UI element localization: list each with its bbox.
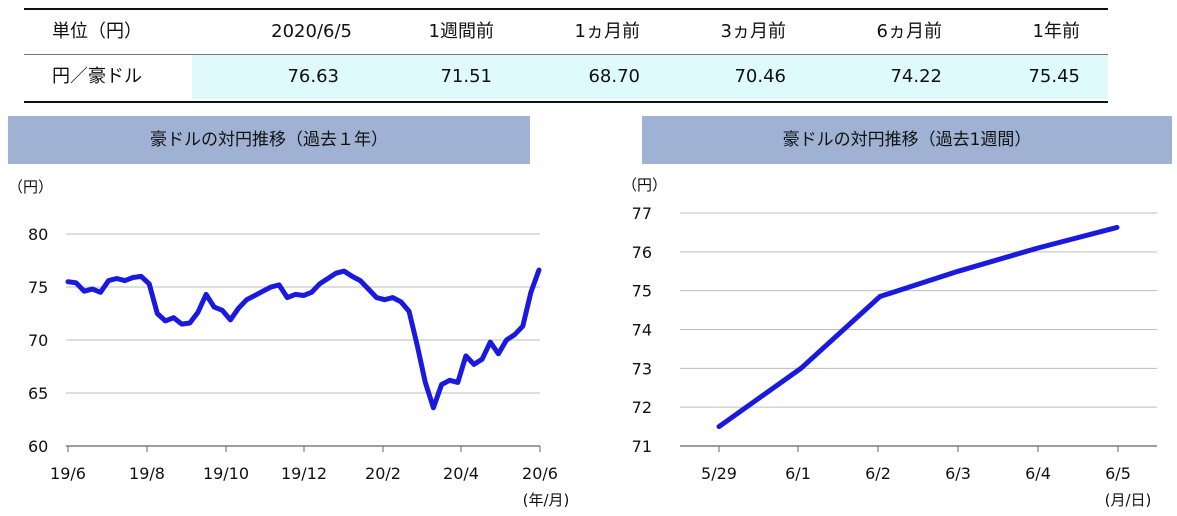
x-tick-label: 6/5 [1105, 464, 1131, 483]
rate-table-header: 単位（円） 2020/6/5 1週間前 1ヵ月前 3ヵ月前 6ヵ月前 1年前 [24, 10, 1108, 55]
x-tick-label: 20/4 [443, 464, 479, 483]
chart-1year: 60 65 70 75 80 （円） 19/6 19/8 19/10 19/12 20/2 20/4 2… [8, 178, 569, 509]
y-axis-unit-label: （円） [8, 178, 53, 196]
row-label: 円／豪ドル [52, 66, 142, 87]
value-1year: 75.45 [1028, 66, 1080, 87]
y-tick-label: 74 [632, 321, 652, 340]
col-header-1year: 1年前 [1032, 21, 1080, 42]
x-tick-label: 6/1 [785, 464, 811, 483]
y-tick-label: 70 [28, 331, 48, 350]
col-header-current: 2020/6/5 [271, 21, 352, 42]
col-header-3month: 3ヵ月前 [720, 21, 786, 42]
y-tick-label: 71 [632, 437, 652, 456]
x-tick-label: 20/2 [365, 464, 401, 483]
y-tick-label: 77 [632, 204, 652, 223]
value-1month: 68.70 [588, 66, 640, 87]
y-tick-label: 75 [632, 282, 652, 301]
x-axis-unit-label: (月/日) [1105, 491, 1152, 509]
y-axis-unit-label: （円） [622, 176, 667, 194]
value-1week: 71.51 [440, 66, 492, 87]
x-tick-label: 6/4 [1025, 464, 1051, 483]
x-tick-label: 19/10 [203, 464, 249, 483]
rate-values-highlight [192, 55, 1108, 99]
unit-header: 単位（円） [52, 21, 142, 42]
x-tick-label: 19/12 [281, 464, 327, 483]
y-tick-label: 80 [28, 225, 48, 244]
x-tick-label: 19/6 [50, 464, 86, 483]
chart-title-1week: 豪ドルの対円推移（過去1週間） [642, 116, 1172, 164]
col-header-1month: 1ヵ月前 [574, 21, 640, 42]
x-tick-label: 5/29 [701, 464, 737, 483]
series-line [716, 224, 1120, 430]
chart-1week: 71 72 73 74 75 76 77 （円） 5/29 6/1 6/2 6/3 6/4 6/5 (月/日… [622, 176, 1157, 509]
rate-table: 単位（円） 2020/6/5 1週間前 1ヵ月前 3ヵ月前 6ヵ月前 1年前 円… [24, 8, 1108, 103]
col-header-6month: 6ヵ月前 [876, 21, 942, 42]
y-tick-label: 60 [28, 437, 48, 456]
x-tick-label: 19/8 [129, 464, 165, 483]
x-tick-label: 6/2 [865, 464, 891, 483]
col-header-1week: 1週間前 [428, 21, 494, 42]
value-current: 76.63 [287, 66, 339, 87]
value-3month: 70.46 [734, 66, 786, 87]
y-tick-label: 73 [632, 359, 652, 378]
chart-title-1year: 豪ドルの対円推移（過去１年） [8, 116, 530, 164]
x-axis-unit-label: (年/月) [523, 491, 570, 509]
y-tick-label: 72 [632, 398, 652, 417]
x-tick-label: 20/6 [522, 464, 558, 483]
y-tick-label: 65 [28, 384, 48, 403]
y-tick-label: 76 [632, 243, 652, 262]
x-tick-label: 6/3 [945, 464, 971, 483]
y-tick-label: 75 [28, 278, 48, 297]
series-line [65, 267, 542, 411]
rate-table-row: 円／豪ドル 76.63 71.51 68.70 70.46 74.22 75.4… [24, 55, 1108, 99]
value-6month: 74.22 [890, 66, 942, 87]
